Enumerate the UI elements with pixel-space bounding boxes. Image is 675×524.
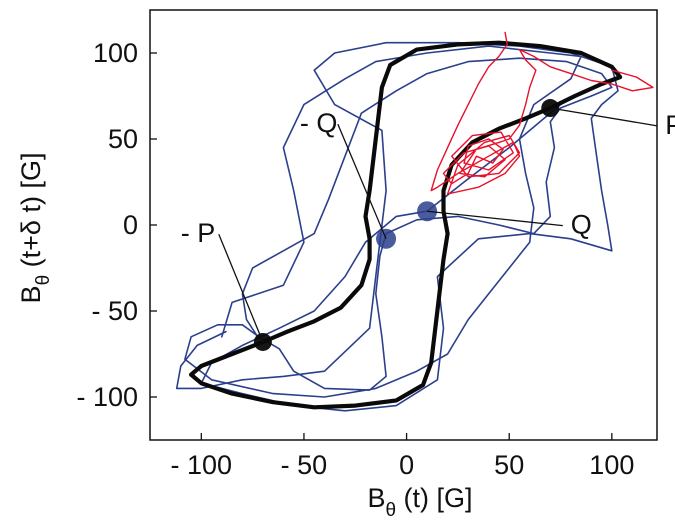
leader-line-1 [427,210,563,227]
y-tick-label-1: 50 [108,124,138,154]
x-tick-label-3: 50 [494,450,524,480]
series-line-blue-2 [184,45,613,398]
y-tick-label-2: 0 [123,210,138,240]
y-axis-label-rest: (t+δ t) [G] [16,153,46,275]
x-tick-label-0: - 100 [171,450,233,480]
annotation-2: - Q [300,108,387,240]
y-axis-label-symbol: B [16,285,46,303]
annotation-layer: P Q - Q - P [181,107,675,343]
x-axis-label-subscript: θ [385,500,396,521]
x-axis-label-symbol: B [367,483,385,513]
annotation-0: P [550,107,675,140]
y-axis-ticks: 100 50 0 - 50 - 100 [76,38,157,412]
series-line-blue-1 [175,41,619,412]
point-label-3: - P [181,218,216,248]
y-tick-label-3: - 50 [91,296,138,326]
y-axis-label-subscript: θ [33,275,54,286]
point-label-0: P [665,110,675,140]
leader-line-0 [550,107,658,127]
x-axis-ticks: - 100 - 50 0 50 100 [171,433,634,480]
x-tick-label-4: 100 [589,450,634,480]
x-axis-label-rest: (t) [G] [396,483,473,513]
point-label-2: - Q [300,108,338,138]
series-line-red-3 [430,31,654,195]
annotation-1: Q [427,210,592,240]
leader-line-3 [218,233,264,343]
y-tick-label-4: - 100 [76,382,138,412]
y-tick-label-0: 100 [93,38,138,68]
x-tick-label-2: 0 [399,450,414,480]
leader-line-2 [337,123,387,240]
x-tick-label-1: - 50 [281,450,328,480]
point-label-1: Q [571,210,592,240]
annotation-3: - P [181,218,264,343]
y-axis-label: Bθ (t+δ t) [G] [16,153,54,304]
x-axis-label: Bθ (t) [G] [367,483,472,521]
